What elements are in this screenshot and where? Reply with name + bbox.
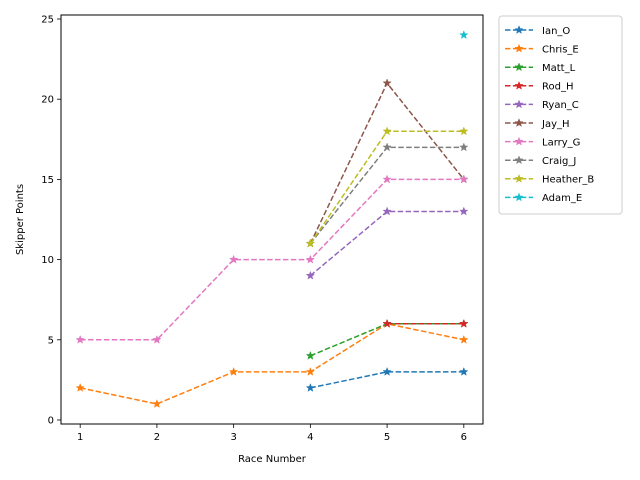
legend-label: Adam_E (542, 193, 582, 204)
data-point (305, 366, 316, 376)
legend-frame (498, 15, 623, 215)
legend: Ian_O Chris_E Matt_L Rod_H Ryan_C Jay_H Larry_… (498, 15, 623, 215)
legend-swatch-marker (514, 99, 524, 109)
legend-item-rod-h: Rod_H (505, 80, 573, 93)
series-ian-o (305, 366, 469, 392)
data-point (459, 206, 469, 216)
legend-swatch-marker (514, 118, 524, 127)
data-point (459, 334, 469, 344)
y-tick-label: 15 (41, 175, 54, 186)
series-line (310, 371, 464, 389)
data-point (305, 350, 316, 360)
legend-swatch-marker (514, 173, 524, 183)
legend-swatch-marker (514, 80, 524, 90)
legend-item-craig-j: Craig_J (505, 155, 576, 167)
legend-swatch-marker (514, 25, 524, 34)
legend-item-jay-h: Jay_H (505, 118, 570, 130)
data-point (382, 142, 392, 152)
legend-item-chris-e: Chris_E (505, 43, 579, 55)
legend-label: Chris_E (542, 44, 579, 55)
plot-marks (75, 30, 469, 408)
data-point (459, 174, 469, 184)
series-line (310, 323, 464, 357)
data-point (228, 254, 239, 264)
legend-item-ryan-c: Ryan_C (505, 99, 579, 111)
legend-label: Ryan_C (542, 100, 579, 111)
series-line (80, 322, 464, 405)
y-axis: 0 5 10 15 20 25 (41, 15, 61, 426)
series-line (309, 81, 465, 244)
x-axis: 1 2 3 4 5 6 (77, 424, 467, 443)
legend-swatch-marker (514, 62, 524, 72)
series-line (309, 210, 464, 277)
legend-item-ian-o: Ian_O (505, 25, 570, 37)
y-tick-label: 20 (41, 95, 54, 106)
series-adam-e (459, 30, 469, 40)
y-tick-label: 10 (41, 255, 54, 266)
data-point (382, 366, 392, 376)
legend-item-heather-b: Heather_B (505, 173, 594, 186)
legend-swatch-marker (514, 155, 524, 165)
data-point (382, 206, 392, 216)
series-line (309, 146, 464, 245)
data-point (382, 126, 392, 136)
legend-label: Larry_G (542, 137, 580, 148)
data-point (152, 399, 162, 408)
series-ryan-c (305, 206, 469, 280)
y-tick-label: 0 (48, 415, 54, 426)
legend-item-larry-g: Larry_G (505, 136, 580, 148)
legend-label: Rod_H (542, 82, 573, 93)
data-point (228, 366, 239, 376)
legend-label: Jay_H (541, 119, 570, 130)
x-tick-label: 1 (77, 432, 83, 443)
legend-label: Matt_L (542, 63, 576, 74)
data-point (382, 318, 392, 328)
series-larry-g (75, 174, 469, 344)
legend-label: Craig_J (542, 156, 576, 167)
series-craig-j (305, 142, 469, 248)
data-point (382, 174, 392, 184)
series-heather-b (305, 126, 469, 248)
y-tick-label: 5 (48, 335, 54, 346)
series-chris-e (75, 318, 469, 408)
x-tick-label: 6 (461, 432, 467, 443)
plot-frame (60, 14, 484, 425)
data-point (459, 318, 469, 328)
series-line (80, 178, 464, 341)
series-rod-h (382, 318, 469, 328)
legend-swatch-marker (514, 192, 524, 202)
legend-label: Heather_B (542, 175, 594, 186)
legend-swatch-marker (514, 136, 524, 146)
x-tick-label: 5 (384, 432, 390, 443)
y-axis-label: Skipper Points (15, 184, 26, 255)
data-point (382, 78, 392, 88)
y-tick-label: 25 (41, 15, 54, 26)
data-point (305, 270, 316, 280)
x-tick-label: 2 (154, 432, 160, 443)
data-point (305, 254, 316, 264)
x-tick-label: 3 (230, 432, 236, 443)
legend-item-adam-e: Adam_E (505, 192, 582, 204)
x-tick-label: 4 (307, 432, 313, 443)
series-jay-h (305, 78, 469, 248)
data-point (459, 366, 469, 376)
data-point (459, 126, 469, 136)
legend-label: Ian_O (542, 26, 570, 37)
data-point (152, 334, 162, 344)
data-point (459, 30, 469, 40)
data-point (75, 382, 85, 392)
data-point (459, 142, 469, 152)
data-point (305, 382, 316, 392)
data-point (305, 238, 316, 248)
data-point (75, 334, 85, 344)
legend-swatch-marker (514, 43, 524, 53)
legend-item-matt-l: Matt_L (505, 62, 576, 74)
x-axis-label: Race Number (238, 454, 307, 465)
